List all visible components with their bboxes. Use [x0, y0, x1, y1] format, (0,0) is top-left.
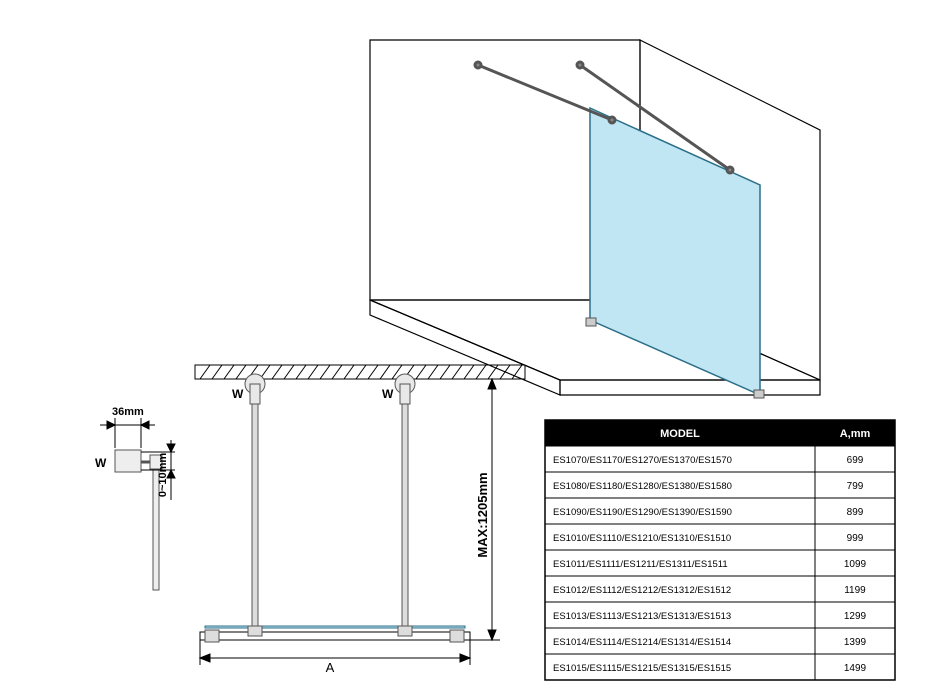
svg-text:699: 699	[847, 455, 864, 466]
model-table: MODEL A,mm ES1070/ES1170/ES1270/ES1370/ES1…	[545, 420, 895, 680]
iso-view	[370, 40, 820, 398]
iso-glass	[590, 108, 760, 395]
svg-text:1499: 1499	[844, 663, 867, 674]
dim-bracket-label: 36mm	[112, 406, 144, 418]
svg-text:ES1090/ES1190/ES1290/ES1390/ES: ES1090/ES1190/ES1290/ES1390/ES1590	[553, 507, 732, 518]
dim-a-label: A	[326, 660, 335, 675]
dim-a	[200, 640, 470, 665]
svg-text:1199: 1199	[844, 585, 866, 596]
front-elevation: W W A MAX:1205mm	[195, 365, 525, 675]
svg-text:ES1080/ES1180/ES1280/ES1380/ES: ES1080/ES1180/ES1280/ES1380/ES1580	[553, 481, 732, 492]
svg-text:ES1070/ES1170/ES1270/ES1370/ES: ES1070/ES1170/ES1270/ES1370/ES1570	[553, 455, 732, 466]
svg-text:ES1013/ES1113/ES1213/ES1313/ES: ES1013/ES1113/ES1213/ES1313/ES1513	[553, 611, 731, 622]
svg-text:999: 999	[847, 533, 864, 544]
svg-text:ES1011/ES1111/ES1211/ES1311/ES: ES1011/ES1111/ES1211/ES1311/ES1511	[553, 559, 728, 570]
svg-text:ES1010/ES1110/ES1210/ES1310/ES: ES1010/ES1110/ES1210/ES1310/ES1510	[553, 533, 731, 544]
w-label-left: W	[232, 387, 244, 401]
svg-text:MODEL: MODEL	[660, 428, 700, 440]
svg-text:A,mm: A,mm	[840, 428, 871, 440]
dim-gap-label: 0~10mm	[157, 453, 169, 498]
svg-text:ES1015/ES1115/ES1215/ES1315/ES: ES1015/ES1115/ES1215/ES1315/ES1515	[553, 663, 731, 674]
w-label-right: W	[382, 387, 394, 401]
svg-text:1099: 1099	[844, 559, 867, 570]
svg-text:ES1014/ES1114/ES1214/ES1314/ES: ES1014/ES1114/ES1214/ES1314/ES1514	[553, 637, 731, 648]
svg-text:ES1012/ES1112/ES1212/ES1312/ES: ES1012/ES1112/ES1212/ES1312/ES1512	[553, 585, 731, 596]
svg-text:899: 899	[847, 507, 864, 518]
w-label-detail: W	[95, 456, 107, 470]
svg-text:799: 799	[847, 481, 864, 492]
dim-height-label: MAX:1205mm	[475, 472, 490, 557]
clamp-detail: W 36mm 0~10mm	[95, 406, 175, 590]
svg-text:1299: 1299	[844, 611, 867, 622]
svg-text:1399: 1399	[844, 637, 867, 648]
